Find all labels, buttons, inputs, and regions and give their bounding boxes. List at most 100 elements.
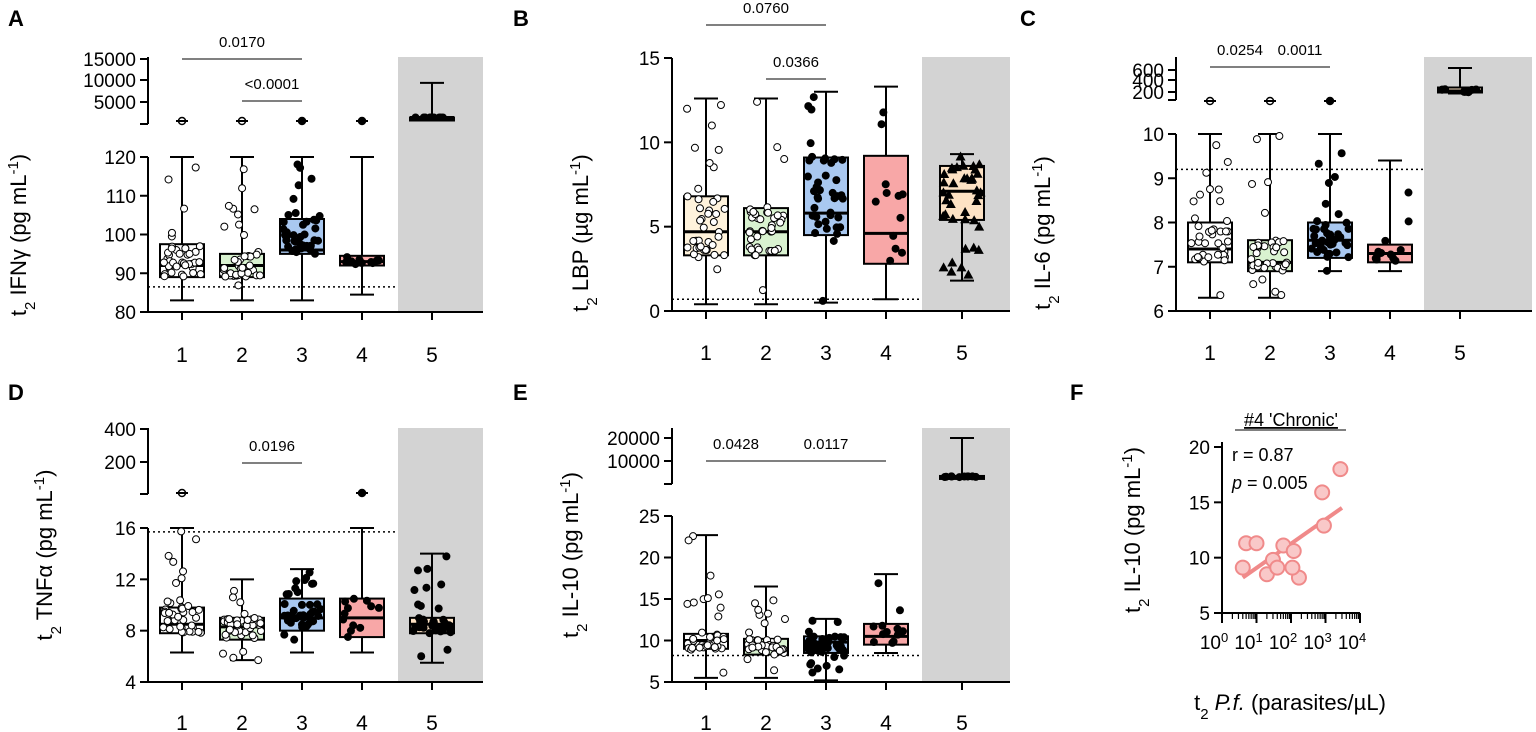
y-tick-label-upper: 10000 [607, 452, 660, 473]
y-tick-label-upper: 15000 [83, 50, 136, 71]
data-point [719, 668, 728, 677]
data-point [417, 652, 426, 661]
data-point [1260, 208, 1269, 217]
data-point [955, 473, 964, 482]
data-point [240, 609, 249, 618]
data-point [955, 151, 966, 161]
data-point [683, 243, 692, 252]
data-point [1324, 178, 1333, 187]
data-point [971, 185, 982, 195]
data-point [775, 646, 784, 655]
data-point [709, 218, 718, 227]
data-point [250, 614, 259, 623]
data-point [758, 227, 767, 236]
data-point [167, 268, 176, 277]
data-point [1396, 245, 1405, 254]
data-point [1202, 168, 1211, 177]
data-point [974, 221, 985, 231]
data-point [1216, 291, 1225, 300]
data-point [805, 156, 814, 165]
y-tick-label: 9 [1153, 169, 1164, 190]
ylabel-sub: 2 [574, 624, 591, 632]
x-category-label: 4 [356, 344, 368, 367]
data-point [1214, 185, 1223, 194]
data-point [279, 225, 288, 234]
data-point [1371, 254, 1380, 263]
data-point [825, 633, 834, 642]
data-point [1325, 249, 1334, 258]
data-point [821, 217, 830, 226]
data-point [803, 644, 812, 653]
x-category-label: 1 [176, 712, 188, 732]
data-point [1249, 280, 1258, 289]
x-tick-label: 101 [1234, 630, 1262, 655]
x-tick-label: 100 [1200, 630, 1228, 655]
y-tick-label: 90 [115, 264, 136, 285]
y-axis-label: t2 IL-6 (pg mL-1) [1029, 156, 1063, 310]
data-point [836, 642, 845, 651]
data-point [1196, 190, 1205, 199]
data-point [234, 281, 243, 290]
data-point [280, 600, 289, 609]
data-point [1271, 287, 1280, 296]
data-point [871, 197, 880, 206]
data-point [297, 600, 306, 609]
ylabel-sub: 2 [1136, 599, 1153, 607]
scatter-point [1248, 535, 1265, 552]
data-point [1325, 232, 1334, 241]
data-point [1391, 256, 1400, 265]
data-point [882, 188, 891, 197]
correlation-p: p = 0.005 [1231, 473, 1308, 493]
y-tick-label: 6 [1153, 302, 1164, 323]
p-value-label: 0.0254 [1217, 42, 1263, 59]
data-point [751, 599, 760, 608]
data-point [248, 631, 257, 640]
data-point [1187, 239, 1196, 248]
data-point [712, 209, 721, 218]
y-tick-label: 12 [115, 570, 136, 591]
p-value-label: 0.0170 [219, 34, 265, 51]
data-point [703, 641, 712, 650]
x-tick-base: 10 [1269, 633, 1290, 654]
data-point [968, 160, 979, 170]
data-point [230, 586, 239, 595]
data-point [878, 621, 887, 630]
data-point [245, 261, 254, 270]
data-point [413, 566, 422, 575]
y-tick-label: 80 [115, 303, 136, 324]
ylabel-close: ) [568, 154, 593, 161]
data-point [756, 215, 765, 224]
y-tick-label: 0 [649, 302, 660, 323]
data-point [960, 207, 971, 217]
data-point [290, 635, 299, 644]
data-point [429, 113, 438, 122]
data-point [940, 209, 951, 219]
data-point [289, 194, 298, 203]
data-point [311, 224, 320, 233]
data-point [960, 243, 971, 253]
data-point [440, 620, 449, 629]
data-point [806, 660, 815, 669]
data-point [238, 184, 247, 193]
data-point [1260, 263, 1269, 272]
p-value-label: 0.0011 [1278, 42, 1323, 59]
data-point [706, 571, 715, 580]
data-point [776, 218, 785, 227]
data-point [745, 228, 754, 237]
data-point [1252, 135, 1261, 144]
group5-shaded-region [398, 428, 483, 682]
data-point [164, 551, 173, 560]
data-point [228, 593, 237, 602]
p-value-label: 0.0428 [713, 436, 759, 453]
x-tick-exp: 2 [1290, 630, 1297, 645]
x-axis-label: t2 P.f. (parasites/µL) [1194, 690, 1386, 723]
panel-letter-B: B [513, 6, 529, 31]
y-tick-label: 5 [649, 218, 660, 239]
data-point [891, 244, 900, 253]
data-point [279, 218, 288, 227]
data-point [195, 242, 204, 251]
data-point [770, 650, 779, 659]
data-point [943, 189, 954, 199]
